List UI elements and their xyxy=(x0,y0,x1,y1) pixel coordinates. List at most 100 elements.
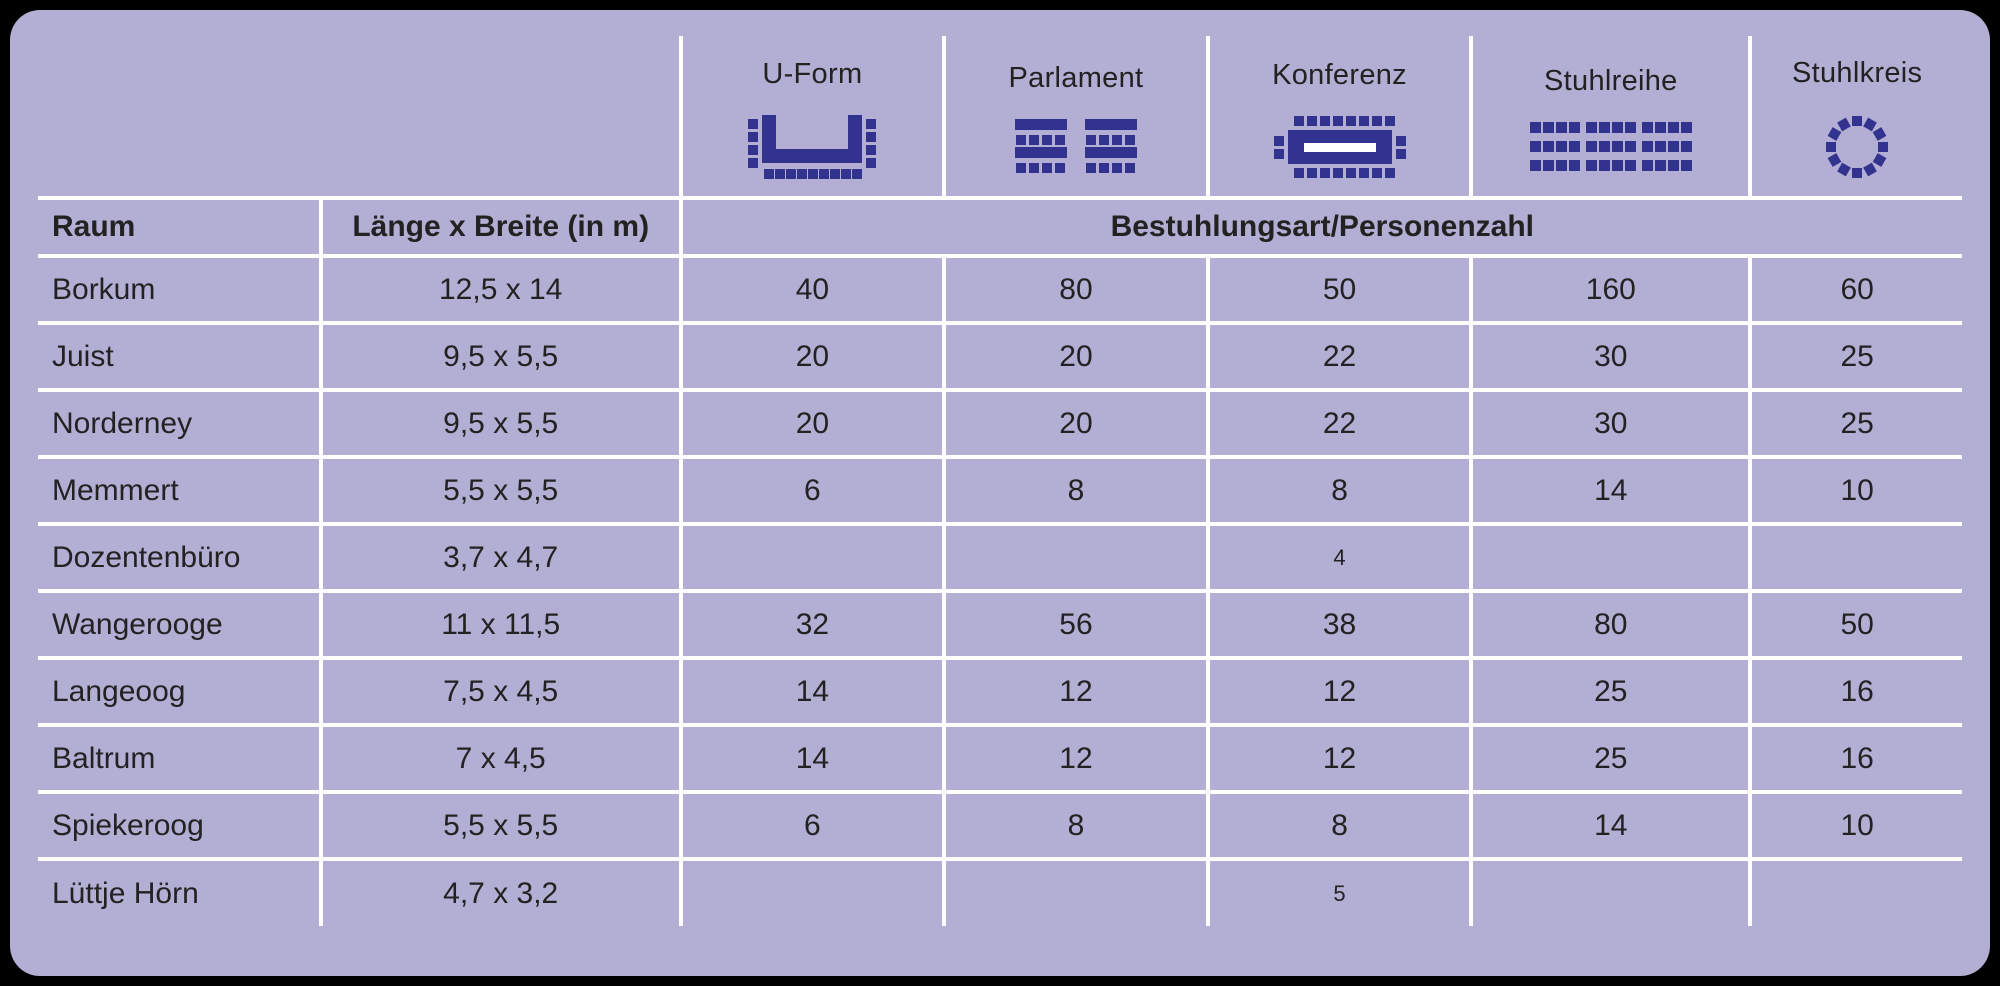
konferenz-cell: 22 xyxy=(1205,321,1474,392)
stuhlreihe-cell: 30 xyxy=(1469,321,1753,392)
table-row: Lüttje Hörn 4,7 x 3,2 5 xyxy=(38,857,1962,926)
table-row: Borkum 12,5 x 14 40 80 50 160 60 xyxy=(38,254,1962,325)
u-form-icon xyxy=(748,114,877,179)
u-form-cell: 20 xyxy=(678,388,947,459)
table-row: Spiekeroog 5,5 x 5,5 6 8 8 14 10 xyxy=(38,790,1962,861)
stuhlkreis-icon xyxy=(1826,115,1889,178)
konferenz-cell: 8 xyxy=(1205,455,1474,526)
stuhlreihe-label: Stuhlreihe xyxy=(1544,65,1678,97)
seating-icons-row: U-Form Parlament xyxy=(38,36,1962,200)
u-form-cell: 6 xyxy=(678,790,947,861)
room-cell: Baltrum xyxy=(38,723,323,794)
stuhlreihe-cell: 25 xyxy=(1469,656,1753,727)
seating-header-u-form: U-Form xyxy=(678,36,947,200)
stuhlreihe-cell xyxy=(1469,522,1753,593)
parlament-cell xyxy=(942,522,1210,593)
room-cell: Spiekeroog xyxy=(38,790,323,861)
parlament-cell: 56 xyxy=(942,589,1210,660)
room-cell: Dozentenbüro xyxy=(38,522,323,593)
stuhlreihe-cell: 14 xyxy=(1469,455,1753,526)
stuhlreihe-cell: 80 xyxy=(1469,589,1753,660)
konferenz-cell: 12 xyxy=(1205,723,1474,794)
stuhlkreis-cell: 10 xyxy=(1748,790,1962,861)
stuhlkreis-label: Stuhlkreis xyxy=(1791,56,1923,89)
konferenz-cell: 5 xyxy=(1205,857,1474,926)
seating-header-stuhlkreis: Stuhlkreis xyxy=(1748,36,1962,200)
konferenz-cell: 4 xyxy=(1205,522,1474,593)
table-row: Baltrum 7 x 4,5 14 12 12 25 16 xyxy=(38,723,1962,794)
stuhlkreis-cell: 10 xyxy=(1748,455,1962,526)
dimensions-cell: 7 x 4,5 xyxy=(318,723,683,794)
stuhlkreis-cell: 25 xyxy=(1748,321,1962,392)
column-header-row: Raum Länge x Breite (in m) Bestuhlungsar… xyxy=(38,196,1962,258)
table-row: Memmert 5,5 x 5,5 6 8 8 14 10 xyxy=(38,455,1962,526)
konferenz-icon xyxy=(1273,115,1406,178)
parlament-cell: 12 xyxy=(942,723,1210,794)
u-form-cell: 6 xyxy=(678,455,947,526)
stuhlreihe-cell: 25 xyxy=(1469,723,1753,794)
u-form-cell: 20 xyxy=(678,321,947,392)
seating-span-header: Bestuhlungsart/Personenzahl xyxy=(678,196,1962,258)
parlament-cell: 20 xyxy=(942,321,1210,392)
dimensions-cell: 9,5 x 5,5 xyxy=(318,321,683,392)
konferenz-cell: 12 xyxy=(1205,656,1474,727)
room-cell: Norderney xyxy=(38,388,323,459)
u-form-cell xyxy=(678,522,947,593)
dimensions-cell: 11 x 11,5 xyxy=(318,589,683,660)
room-capacity-table: U-Form Parlament xyxy=(38,36,1962,926)
parlament-cell xyxy=(942,857,1210,926)
dimensions-cell: 9,5 x 5,5 xyxy=(318,388,683,459)
parlament-cell: 12 xyxy=(942,656,1210,727)
konferenz-cell: 22 xyxy=(1205,388,1474,459)
stuhlkreis-cell: 60 xyxy=(1748,254,1962,325)
stuhlkreis-cell: 16 xyxy=(1748,656,1962,727)
parlament-label: Parlament xyxy=(1008,62,1144,94)
seating-header-konferenz: Konferenz xyxy=(1205,36,1474,200)
capacity-table-panel: U-Form Parlament xyxy=(10,10,1990,976)
stuhlreihe-cell: 14 xyxy=(1469,790,1753,861)
parlament-cell: 20 xyxy=(942,388,1210,459)
stuhlkreis-cell: 50 xyxy=(1748,589,1962,660)
u-form-cell xyxy=(678,857,947,926)
stuhlkreis-cell xyxy=(1748,857,1962,926)
stuhlkreis-cell: 16 xyxy=(1748,723,1962,794)
parlament-cell: 8 xyxy=(942,790,1210,861)
room-cell: Borkum xyxy=(38,254,323,325)
dimensions-cell: 5,5 x 5,5 xyxy=(318,790,683,861)
room-cell: Juist xyxy=(38,321,323,392)
konferenz-cell: 8 xyxy=(1205,790,1474,861)
room-cell: Wangerooge xyxy=(38,589,323,660)
table-row: Norderney 9,5 x 5,5 20 20 22 30 25 xyxy=(38,388,1962,459)
parlament-icon xyxy=(1014,119,1137,173)
dimensions-cell: 5,5 x 5,5 xyxy=(318,455,683,526)
parlament-cell: 8 xyxy=(942,455,1210,526)
table-row: Juist 9,5 x 5,5 20 20 22 30 25 xyxy=(38,321,1962,392)
room-cell: Memmert xyxy=(38,455,323,526)
u-form-cell: 14 xyxy=(678,723,947,794)
stuhlkreis-cell xyxy=(1748,522,1962,593)
stuhlreihe-cell: 30 xyxy=(1469,388,1753,459)
dimensions-cell: 3,7 x 4,7 xyxy=(318,522,683,593)
u-form-label: U-Form xyxy=(762,57,863,90)
konferenz-cell: 50 xyxy=(1205,254,1474,325)
seating-header-stuhlreihe: Stuhlreihe xyxy=(1469,36,1753,200)
parlament-cell: 80 xyxy=(942,254,1210,325)
room-cell: Lüttje Hörn xyxy=(38,857,323,926)
room-cell: Langeoog xyxy=(38,656,323,727)
stuhlreihe-cell xyxy=(1469,857,1753,926)
raum-header: Raum xyxy=(38,196,323,258)
seating-header-parlament: Parlament xyxy=(942,36,1210,200)
dimensions-cell: 12,5 x 14 xyxy=(318,254,683,325)
stuhlkreis-cell: 25 xyxy=(1748,388,1962,459)
u-form-cell: 40 xyxy=(678,254,947,325)
u-form-cell: 32 xyxy=(678,589,947,660)
table-row: Langeoog 7,5 x 4,5 14 12 12 25 16 xyxy=(38,656,1962,727)
dimensions-cell: 7,5 x 4,5 xyxy=(318,656,683,727)
konferenz-label: Konferenz xyxy=(1272,58,1407,91)
dimensions-cell: 4,7 x 3,2 xyxy=(318,857,683,926)
empty-corner-cell xyxy=(38,36,683,200)
table-row: Wangerooge 11 x 11,5 32 56 38 80 50 xyxy=(38,589,1962,660)
table-row: Dozentenbüro 3,7 x 4,7 4 xyxy=(38,522,1962,593)
stuhlreihe-icon xyxy=(1529,122,1692,171)
u-form-cell: 14 xyxy=(678,656,947,727)
